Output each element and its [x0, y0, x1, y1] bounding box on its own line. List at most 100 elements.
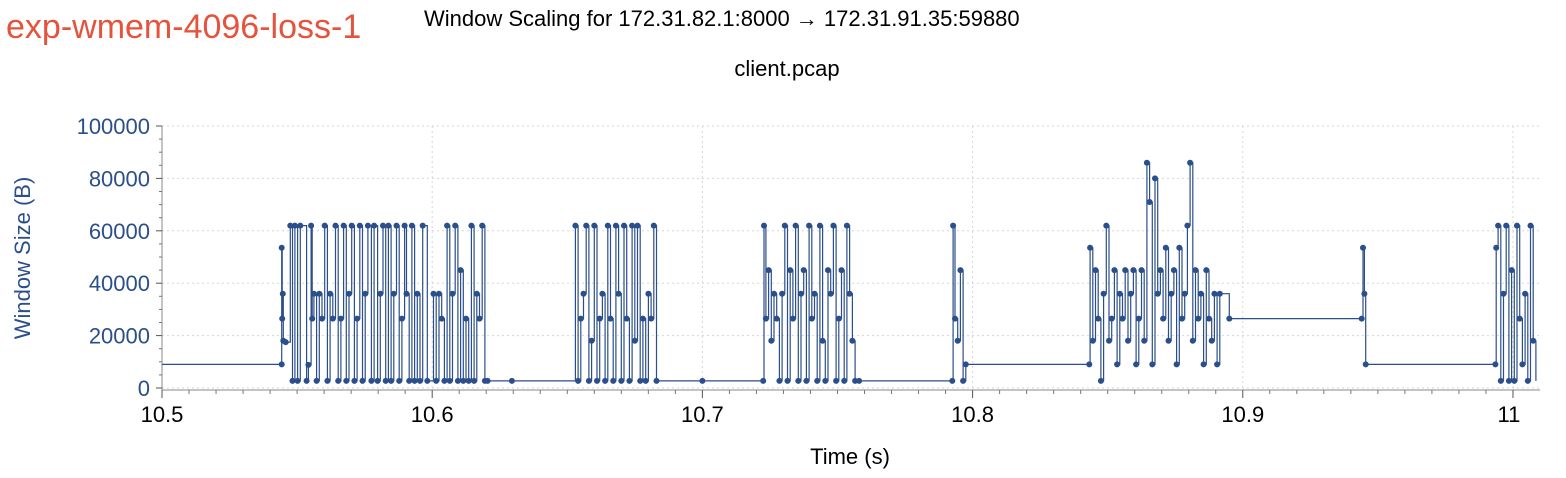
data-point [508, 377, 515, 384]
data-point [1203, 267, 1210, 274]
data-point [1214, 361, 1221, 368]
data-point [634, 222, 641, 229]
data-point [406, 377, 413, 384]
data-point [371, 222, 378, 229]
data-point [1492, 361, 1499, 368]
data-point [1100, 290, 1107, 297]
data-point [436, 290, 442, 297]
data-point [1097, 377, 1104, 384]
data-point [1103, 222, 1110, 229]
data-point [1092, 267, 1099, 274]
data-point [699, 377, 706, 384]
data-point [1111, 267, 1118, 274]
x-tick-label: 10.5 [141, 402, 184, 427]
data-point [1362, 361, 1369, 368]
data-point [618, 377, 625, 384]
data-point [346, 290, 352, 297]
data-point [390, 290, 397, 297]
data-point [761, 222, 767, 229]
data-point [1495, 222, 1502, 229]
data-point [374, 377, 381, 384]
data-point [337, 315, 344, 322]
data-point [762, 315, 769, 322]
data-point [1086, 361, 1093, 368]
data-point [776, 377, 783, 384]
data-point [340, 222, 347, 229]
data-point [385, 222, 392, 229]
data-point [648, 315, 655, 322]
data-point [452, 222, 459, 229]
data-point [424, 377, 431, 384]
data-point [1358, 315, 1365, 322]
data-point [1508, 267, 1515, 274]
x-tick-label: 10.8 [951, 402, 994, 427]
data-point [792, 222, 799, 229]
data-point [1516, 315, 1523, 322]
data-point [1143, 159, 1150, 166]
data-point [962, 361, 969, 368]
data-point [849, 337, 856, 344]
data-point [278, 244, 285, 251]
data-point [949, 377, 956, 384]
data-point [838, 267, 845, 274]
data-point [354, 315, 361, 322]
data-point [830, 222, 837, 229]
data-point [430, 290, 437, 297]
data-point [789, 315, 796, 322]
data-point [476, 315, 483, 322]
data-point [414, 290, 421, 297]
y-tick-label: 0 [138, 376, 150, 401]
data-point [575, 377, 582, 384]
data-point [1530, 337, 1537, 344]
data-point [1122, 267, 1129, 274]
data-point [1511, 377, 1518, 384]
data-point [329, 315, 336, 322]
data-point [1135, 315, 1142, 322]
data-point [856, 377, 863, 384]
data-point [398, 315, 405, 322]
data-point [1160, 315, 1167, 322]
data-point [1179, 315, 1185, 322]
data-point [615, 290, 622, 297]
data-point [465, 377, 472, 384]
data-point [351, 377, 358, 384]
data-point [585, 377, 592, 384]
data-point [449, 290, 456, 297]
data-point [1095, 315, 1102, 322]
data-point [607, 315, 614, 322]
data-point [408, 222, 415, 229]
data-point [1360, 244, 1366, 251]
data-point [822, 377, 829, 384]
data-point [382, 377, 389, 384]
y-tick-label: 40000 [89, 271, 150, 296]
data-point [954, 337, 961, 344]
data-point [650, 222, 657, 229]
data-point [278, 361, 285, 368]
data-point [1522, 290, 1529, 297]
data-point [411, 377, 418, 384]
data-point [806, 222, 813, 229]
data-point [1505, 377, 1512, 384]
data-point [583, 222, 590, 229]
data-point [279, 290, 286, 297]
data-point [1173, 361, 1180, 368]
data-point [396, 377, 403, 384]
data-point [473, 290, 480, 297]
data-point [1176, 244, 1183, 251]
data-point [319, 315, 325, 322]
x-tick-label: 10.6 [411, 402, 454, 427]
data-point [835, 315, 842, 322]
data-point [808, 315, 815, 322]
data-point [1106, 337, 1112, 344]
data-point [479, 222, 486, 229]
data-point [637, 377, 644, 384]
data-point [433, 377, 440, 384]
data-point [957, 267, 964, 274]
data-point [380, 222, 386, 229]
data-point [771, 290, 777, 297]
data-point [324, 377, 331, 384]
data-point [765, 267, 772, 274]
data-point [1108, 315, 1115, 322]
data-point [305, 361, 312, 368]
data-point [596, 315, 603, 322]
